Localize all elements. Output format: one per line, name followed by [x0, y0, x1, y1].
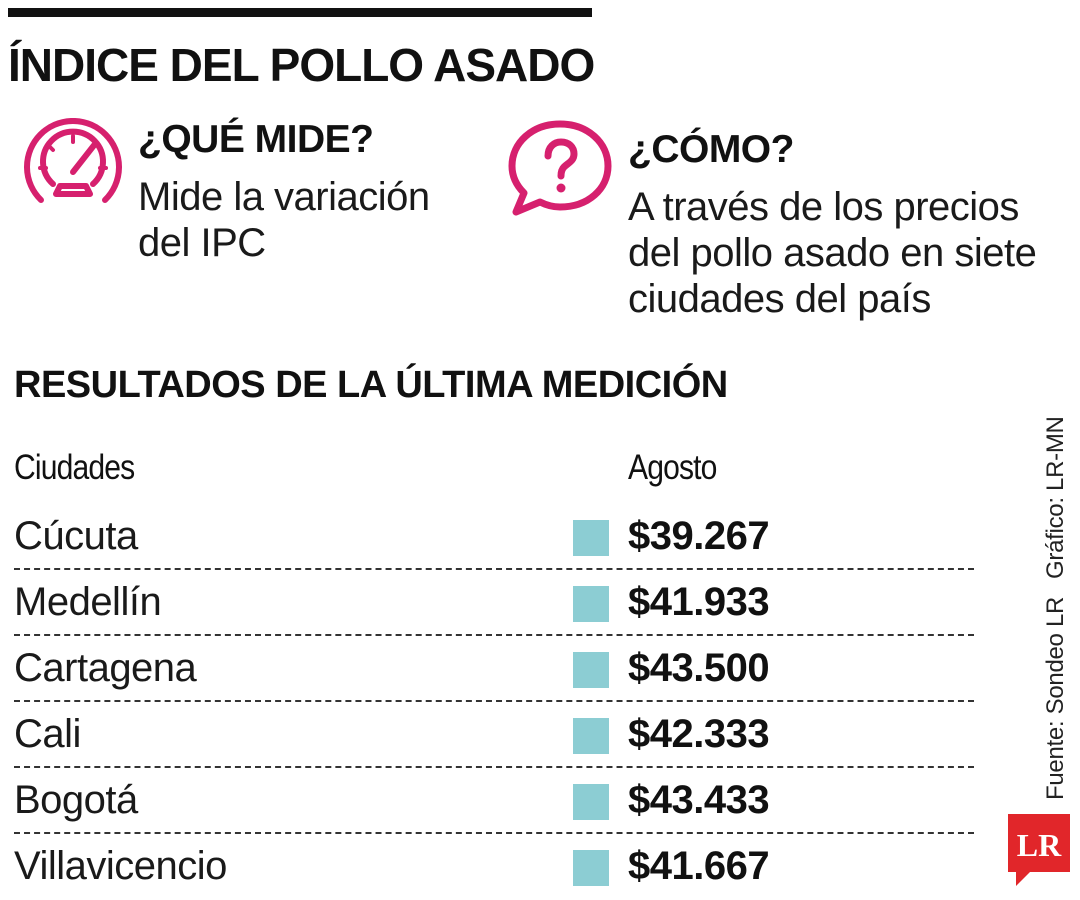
city-name: Cartagena [14, 646, 197, 690]
what-text: Mide la variación del IPC [138, 175, 430, 265]
column-header-cities: Ciudades [14, 448, 135, 487]
city-name: Cúcuta [14, 514, 138, 558]
row-divider [14, 634, 974, 636]
table-row: Cúcuta $39.267 [0, 504, 1080, 570]
price-value: $42.333 [628, 712, 770, 756]
row-divider [14, 700, 974, 702]
table-row: Cali $42.333 [0, 702, 1080, 768]
price-value: $39.267 [628, 514, 770, 558]
table-row: Bogotá $43.433 [0, 768, 1080, 834]
city-name: Bogotá [14, 778, 138, 822]
color-swatch [573, 652, 609, 688]
row-divider [14, 766, 974, 768]
city-name: Villavicencio [14, 844, 227, 888]
how-text: A través de los precios del pollo asado … [628, 185, 1037, 321]
top-rule [8, 8, 592, 17]
color-swatch [573, 520, 609, 556]
price-value: $41.933 [628, 580, 770, 624]
price-value: $43.500 [628, 646, 770, 690]
color-swatch [573, 718, 609, 754]
color-swatch [573, 784, 609, 820]
graphic-credit: Gráfico: LR-MN [1042, 416, 1069, 579]
page-title: ÍNDICE DEL POLLO ASADO [8, 39, 595, 91]
table-row: Cartagena $43.500 [0, 636, 1080, 702]
what-heading: ¿QUÉ MIDE? [138, 118, 374, 161]
price-value: $43.433 [628, 778, 770, 822]
source-text: Fuente: Sondeo LR [1042, 596, 1069, 800]
row-divider [14, 568, 974, 570]
row-divider [14, 832, 974, 834]
city-name: Medellín [14, 580, 162, 624]
how-heading: ¿CÓMO? [628, 128, 794, 171]
results-title: RESULTADOS DE LA ÚLTIMA MEDICIÓN [14, 364, 728, 406]
table-row: Medellín $41.933 [0, 570, 1080, 636]
question-bubble-icon [508, 120, 612, 216]
color-swatch [573, 586, 609, 622]
table-row: Villavicencio $41.667 [0, 834, 1080, 900]
city-name: Cali [14, 712, 81, 756]
lr-logo: LR [1008, 814, 1070, 886]
speedometer-icon [24, 118, 122, 203]
source-credit: Fuente: Sondeo LR Gráfico: LR-MN [1042, 360, 1070, 800]
results-table: Cúcuta $39.267 Medellín $41.933 Cartagen… [0, 504, 1080, 900]
color-swatch [573, 850, 609, 886]
column-header-month: Agosto [628, 448, 717, 487]
price-value: $41.667 [628, 844, 770, 888]
logo-text: LR [1017, 827, 1062, 863]
